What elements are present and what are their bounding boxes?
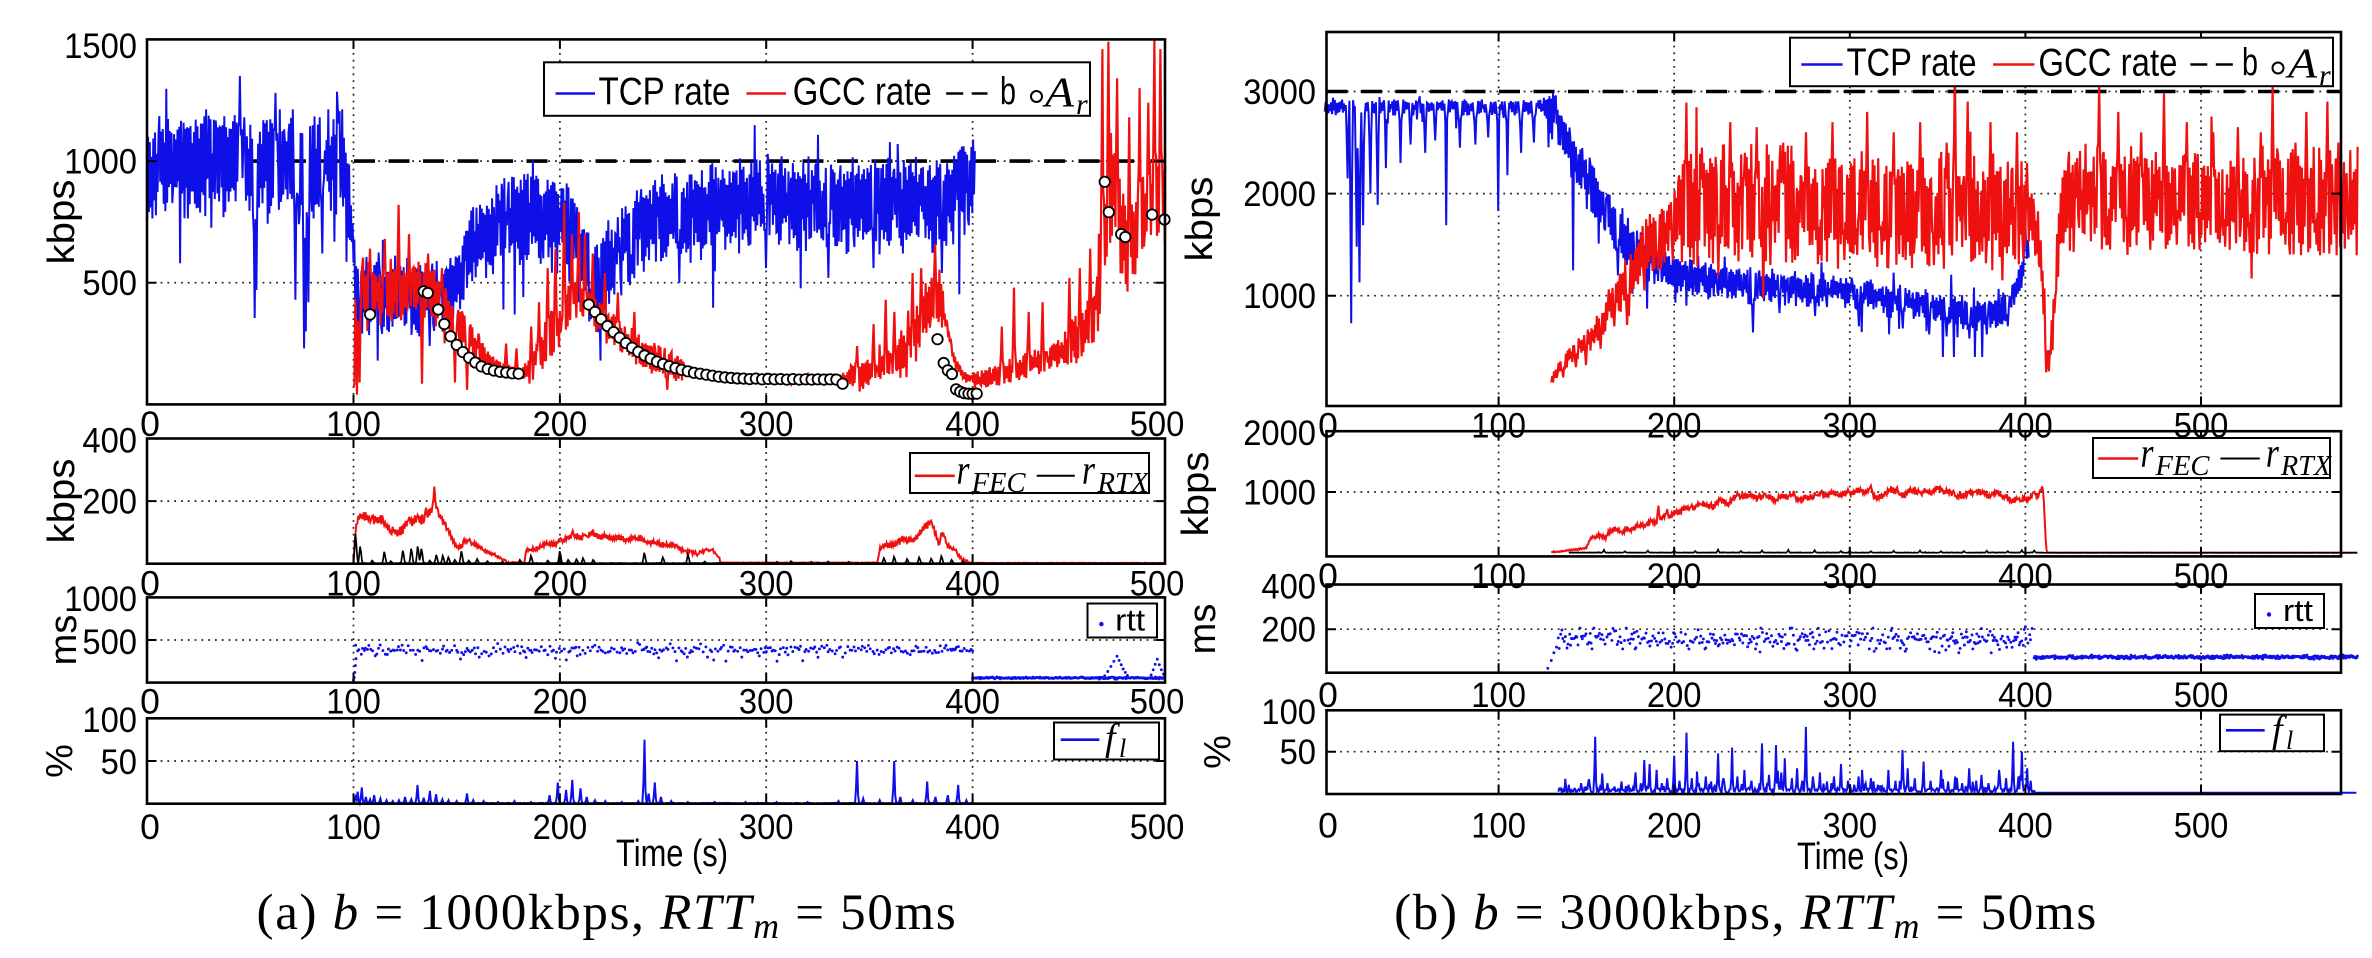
svg-text:r: r (957, 448, 971, 494)
svg-text:100: 100 (1471, 675, 1526, 715)
svg-text:rtt: rtt (1115, 603, 1145, 638)
svg-text:b: b (2242, 42, 2258, 85)
svg-text:200: 200 (1647, 806, 1702, 846)
svg-text:GCC rate: GCC rate (793, 71, 932, 114)
svg-text:200: 200 (533, 807, 588, 847)
svg-text:0: 0 (1318, 806, 1338, 846)
svg-text:400: 400 (1998, 675, 2053, 715)
svg-text:rtt: rtt (2283, 593, 2313, 628)
svg-text:200: 200 (1261, 610, 1316, 650)
svg-text:kbps: kbps (1175, 452, 1217, 537)
svg-text:1000: 1000 (1243, 473, 1316, 513)
svg-text:TCP rate: TCP rate (1847, 42, 1977, 85)
svg-text:500: 500 (82, 622, 137, 662)
svg-text:400: 400 (945, 682, 1000, 722)
svg-text:r: r (1076, 88, 1088, 121)
svg-text:400: 400 (1998, 806, 2053, 846)
svg-text:b: b (1000, 71, 1016, 114)
svg-text:500: 500 (82, 263, 137, 303)
svg-text:50: 50 (1280, 732, 1316, 772)
svg-text:ms: ms (43, 615, 85, 666)
svg-text:400: 400 (82, 421, 137, 461)
svg-text:l: l (1119, 734, 1126, 763)
svg-text:FEC: FEC (971, 467, 1027, 499)
svg-text:3000: 3000 (1243, 72, 1316, 112)
svg-text:50: 50 (101, 742, 137, 782)
svg-text:0: 0 (1318, 406, 1338, 446)
svg-text:0: 0 (1318, 675, 1338, 715)
svg-text:500: 500 (2174, 806, 2229, 846)
svg-text:0: 0 (140, 807, 160, 847)
svg-text:100: 100 (326, 807, 381, 847)
svg-text:(b) b = 3000kbps, RTTm = 50ms: (b) b = 3000kbps, RTTm = 50ms (1394, 885, 2098, 946)
svg-text:2000: 2000 (1243, 174, 1316, 214)
svg-text:100: 100 (1471, 806, 1526, 846)
svg-text:200: 200 (533, 682, 588, 722)
svg-text:1000: 1000 (64, 142, 137, 182)
svg-text:1500: 1500 (64, 26, 137, 66)
svg-text:500: 500 (2174, 675, 2229, 715)
svg-text:0: 0 (140, 564, 160, 604)
svg-text:1000: 1000 (1243, 276, 1316, 316)
svg-text:2000: 2000 (1243, 413, 1316, 453)
svg-text:l: l (2286, 726, 2293, 755)
svg-text:100: 100 (326, 682, 381, 722)
svg-text:500: 500 (1130, 807, 1185, 847)
svg-text:r: r (2319, 59, 2331, 92)
svg-text:200: 200 (82, 482, 137, 522)
svg-text:RTX: RTX (2280, 450, 2332, 482)
svg-text:0: 0 (140, 682, 160, 722)
svg-text:A: A (2285, 42, 2318, 88)
svg-text:400: 400 (945, 807, 1000, 847)
svg-text:Time (s): Time (s) (616, 833, 728, 875)
svg-text:TCP rate: TCP rate (599, 71, 731, 114)
svg-text:RTX: RTX (1097, 467, 1150, 499)
svg-text:FEC: FEC (2155, 450, 2211, 482)
svg-text:(a) b = 1000kbps, RTTm = 50ms: (a) b = 1000kbps, RTTm = 50ms (257, 885, 958, 946)
svg-text:kbps: kbps (1179, 177, 1221, 262)
svg-text:r: r (2266, 431, 2280, 477)
svg-text:100: 100 (1261, 692, 1316, 732)
svg-text:300: 300 (1823, 675, 1878, 715)
svg-text:300: 300 (1823, 806, 1878, 846)
svg-text:0: 0 (140, 404, 160, 444)
svg-text:kbps: kbps (41, 180, 83, 265)
svg-text:300: 300 (739, 682, 794, 722)
svg-text:400: 400 (1261, 567, 1316, 607)
svg-text:500: 500 (1130, 682, 1185, 722)
svg-text:r: r (2141, 431, 2155, 477)
svg-text:200: 200 (1647, 675, 1702, 715)
svg-text:100: 100 (82, 700, 137, 740)
svg-text:r: r (1082, 448, 1096, 494)
svg-text:300: 300 (739, 807, 794, 847)
svg-text:%: % (1197, 735, 1239, 769)
svg-text:Time (s): Time (s) (1797, 836, 1909, 878)
svg-text:ms: ms (1182, 604, 1224, 655)
svg-text:0: 0 (1318, 556, 1338, 596)
svg-text:%: % (39, 744, 81, 778)
svg-text:GCC rate: GCC rate (2038, 42, 2177, 85)
svg-text:1000: 1000 (64, 579, 137, 619)
svg-text:A: A (1042, 71, 1075, 117)
svg-text:kbps: kbps (41, 459, 83, 544)
